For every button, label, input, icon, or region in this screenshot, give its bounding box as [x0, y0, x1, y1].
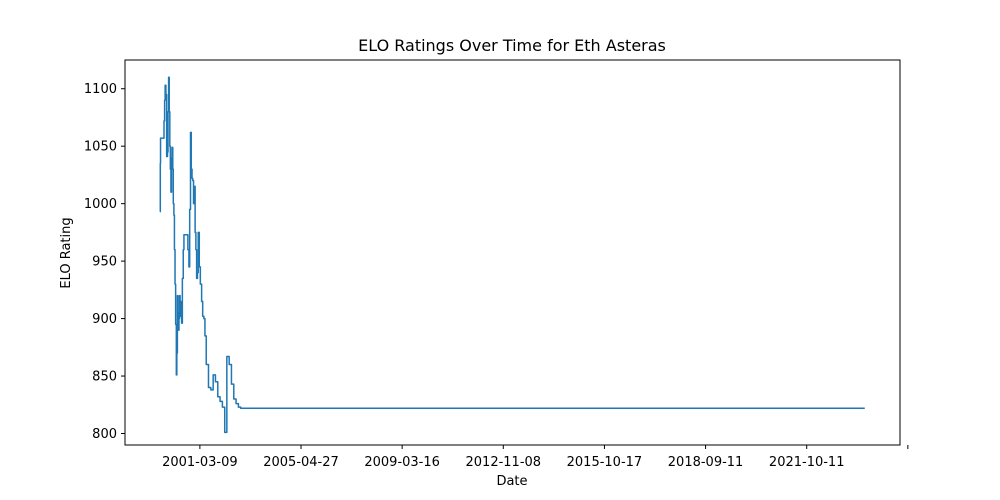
x-tick-label: 2005-04-27 [263, 455, 339, 470]
x-tick-label: 2018-09-11 [668, 455, 744, 470]
x-tick-label: 2001-03-09 [162, 455, 238, 470]
y-axis-label: ELO Rating [59, 217, 74, 288]
plot-area [124, 59, 901, 446]
x-tick-label: 2021-10-11 [769, 455, 845, 470]
x-axis-ticks: 2001-03-09 2005-04-27 2009-03-16 2012-11-08… [162, 445, 909, 470]
x-tick-label: 2015-10-17 [567, 455, 643, 470]
y-axis-ticks: 800 850 900 950 1000 1050 1100 [84, 82, 125, 442]
y-tick-label: 1050 [84, 140, 117, 155]
plot-frame [124, 59, 901, 446]
x-tick-label: 2012-11-08 [466, 455, 542, 470]
y-tick-label: 900 [92, 312, 117, 327]
x-tick-label: 2009-03-16 [364, 455, 440, 470]
y-tick-label: 950 [92, 255, 117, 270]
y-tick-label: 1100 [84, 82, 117, 97]
y-tick-label: 800 [92, 427, 117, 442]
elo-series-line [159, 76, 865, 434]
y-tick-label: 850 [92, 370, 117, 385]
y-tick-label: 1000 [84, 197, 117, 212]
x-axis-label: Date [496, 474, 527, 489]
chart-title: ELO Ratings Over Time for Eth Asteras [358, 36, 666, 55]
